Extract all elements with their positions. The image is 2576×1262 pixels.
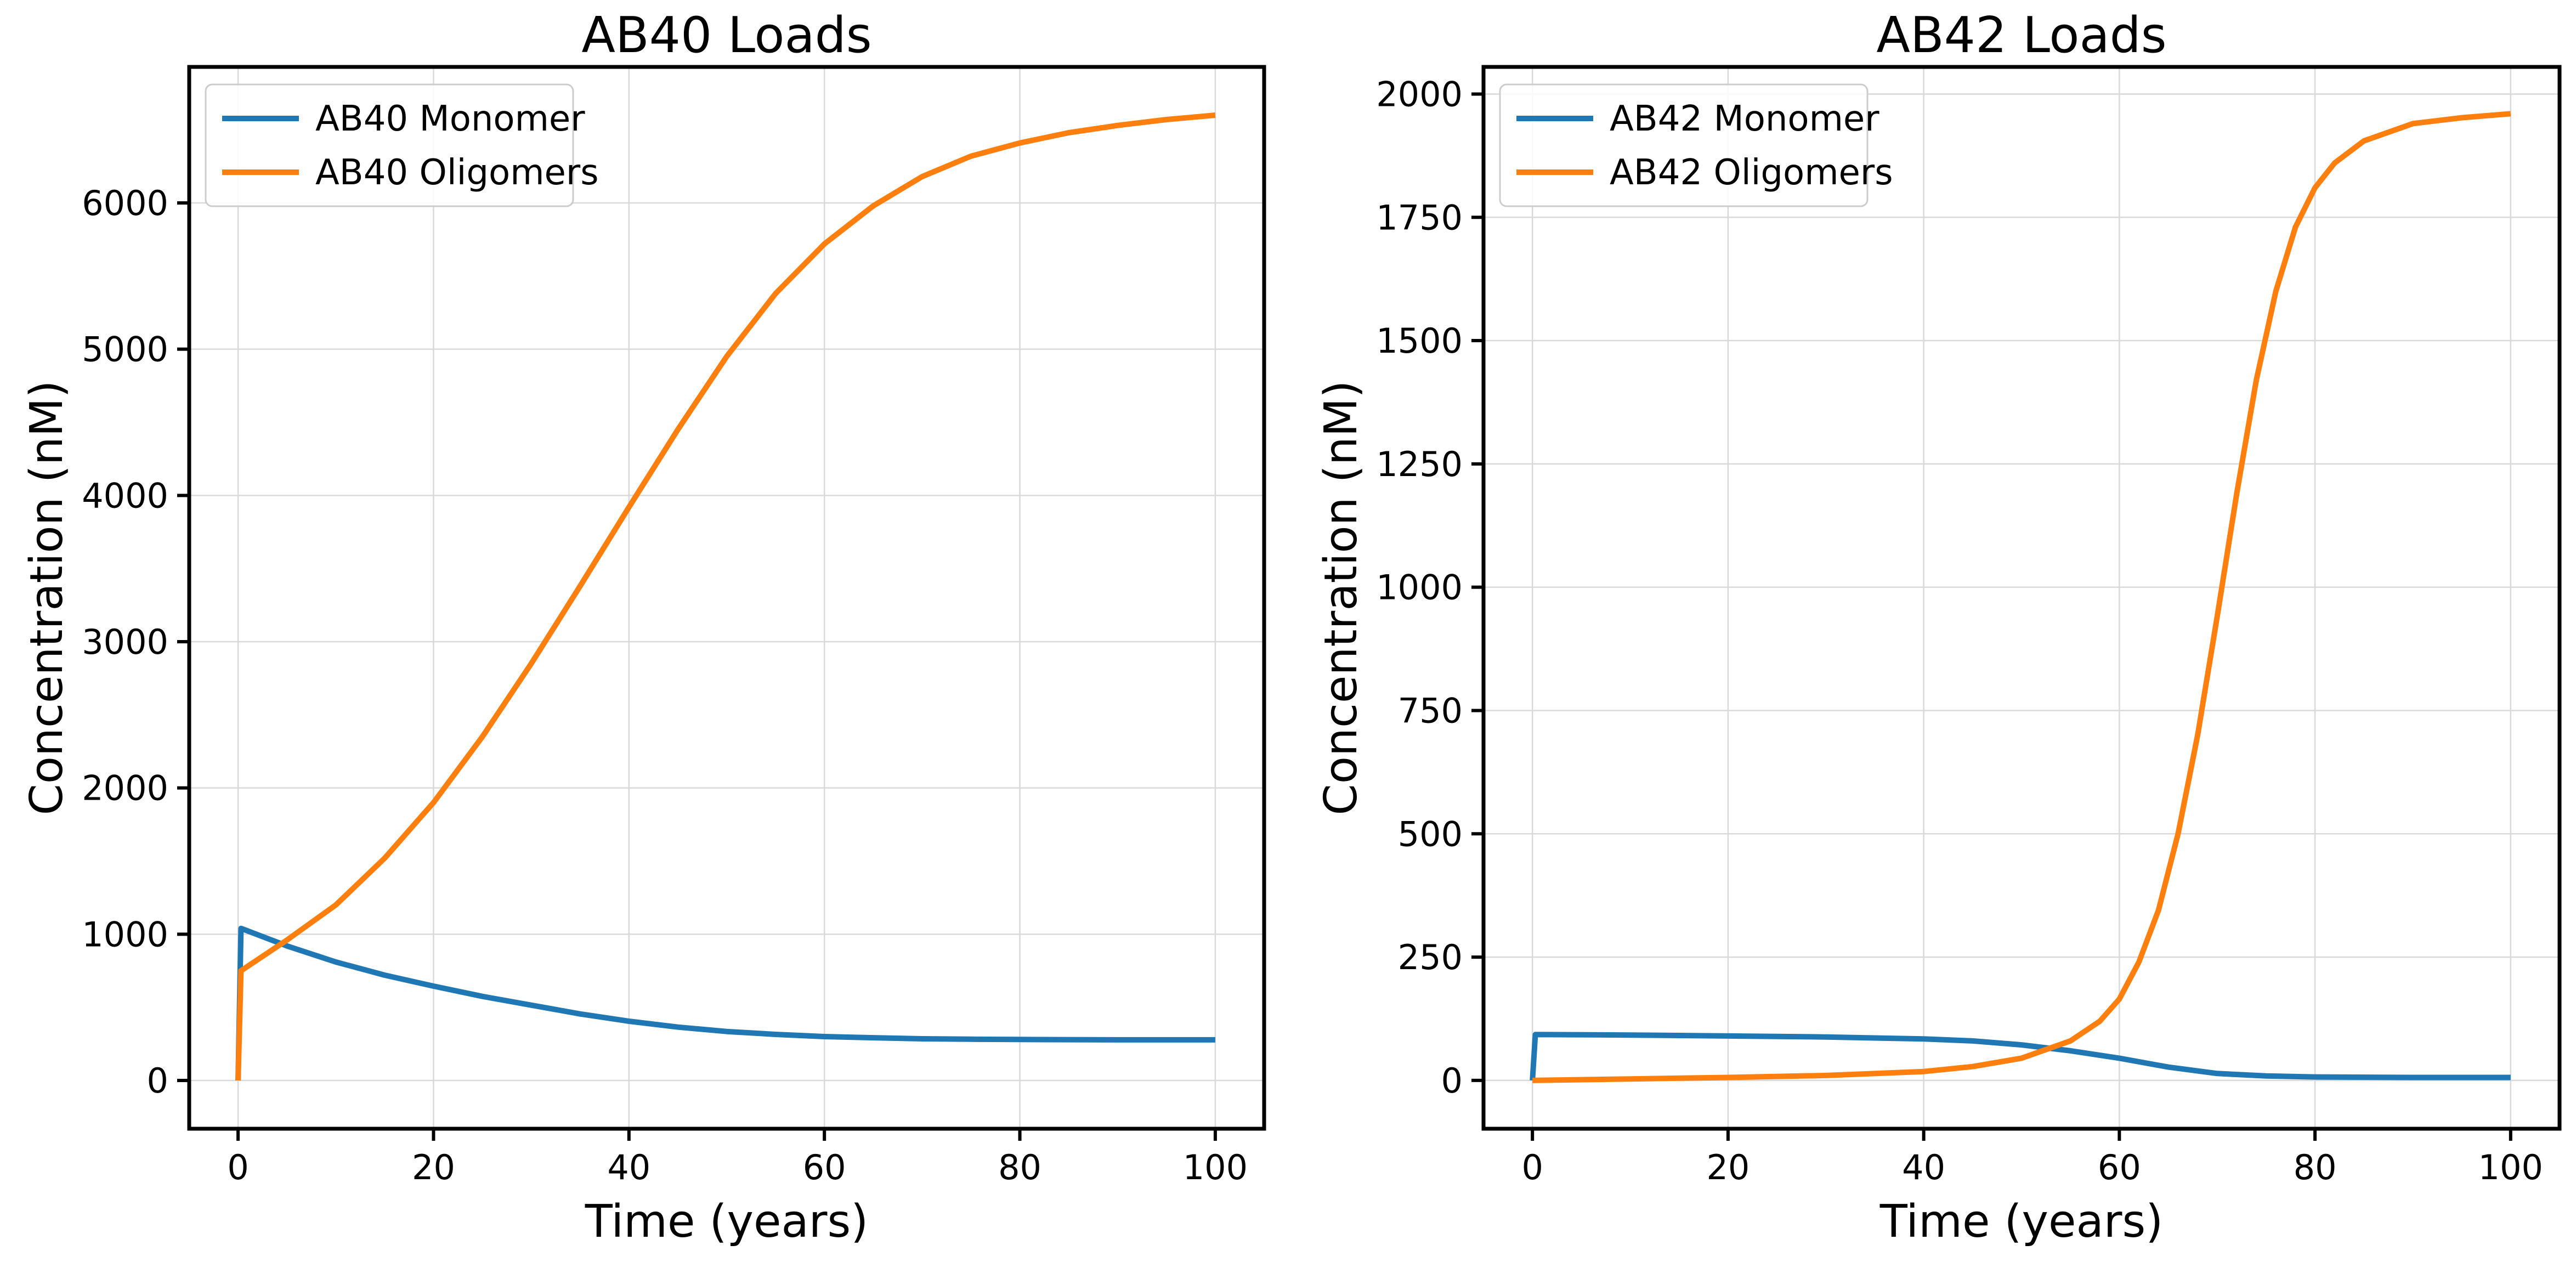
x-tick-label: 20 <box>412 1147 455 1187</box>
legend-label-oligomers: AB40 Oligomers <box>315 152 599 193</box>
y-tick-label: 750 <box>1398 691 1463 731</box>
legend-box <box>205 83 574 207</box>
y-tick-label: 3000 <box>82 622 168 662</box>
chart-title: AB42 Loads <box>1876 7 2166 64</box>
axes-frame <box>187 65 1266 1131</box>
x-tick-label: 40 <box>607 1147 650 1187</box>
x-tick-label: 60 <box>2098 1147 2141 1187</box>
x-ticks: 0 20 40 60 80 100 <box>1521 1129 2543 1187</box>
legend-label-monomer: AB42 Monomer <box>1610 99 1879 139</box>
y-tick-label: 6000 <box>82 183 168 223</box>
y-tick-label: 1250 <box>1376 444 1463 484</box>
y-tick-label: 1000 <box>1376 568 1463 608</box>
y-tick-label: 0 <box>1441 1061 1463 1101</box>
y-tick-label: 0 <box>147 1061 168 1101</box>
x-tick-label: 80 <box>2294 1147 2337 1187</box>
y-axis-label: Concentration (nM) <box>21 381 73 816</box>
series-line-oligomers <box>1532 111 2511 1083</box>
x-tick-label: 100 <box>1183 1147 1248 1187</box>
plot-series <box>235 112 1216 1081</box>
y-tick-label: 2000 <box>82 768 168 808</box>
y-tick-label: 4000 <box>82 476 168 516</box>
grid <box>189 67 1264 1129</box>
x-ticks: 0 20 40 60 80 100 <box>227 1129 1248 1187</box>
chart-panel-ab40: 0 20 40 60 80 100 0 1000 2000 3000 4000 5000 6000 A… <box>21 7 1266 1248</box>
y-tick-label: 500 <box>1398 814 1463 854</box>
series-line-oligomers <box>235 112 1216 1081</box>
y-tick-label: 2000 <box>1376 74 1463 114</box>
legend-box <box>1499 83 1869 207</box>
x-tick-label: 40 <box>1902 1147 1945 1187</box>
x-tick-label: 0 <box>227 1147 248 1187</box>
y-tick-label: 1500 <box>1376 321 1463 361</box>
y-ticks: 0 250 500 750 1000 1250 1500 1750 2000 <box>1376 74 1484 1101</box>
grid <box>1484 67 2560 1129</box>
legend-label-monomer: AB40 Monomer <box>315 99 585 139</box>
x-tick-label: 80 <box>998 1147 1041 1187</box>
x-axis-label: Time (years) <box>1879 1196 2163 1248</box>
x-tick-label: 20 <box>1706 1147 1750 1187</box>
chart-panel-ab42: 0 20 40 60 80 100 0 250 500 750 1000 1250 1500 1750 2… <box>1315 7 2562 1248</box>
legend: AB40 Monomer AB40 Oligomers <box>205 83 599 207</box>
axes-frame <box>1481 65 2562 1131</box>
x-tick-label: 100 <box>2478 1147 2543 1187</box>
y-tick-label: 5000 <box>82 330 168 370</box>
chart-title: AB40 Loads <box>581 7 871 64</box>
plot-series <box>1530 111 2511 1083</box>
legend-label-oligomers: AB42 Oligomers <box>1610 152 1893 193</box>
series-line-monomer <box>235 925 1215 1081</box>
y-tick-label: 250 <box>1398 937 1463 977</box>
x-tick-label: 60 <box>803 1147 846 1187</box>
y-axis-label: Concentration (nM) <box>1315 381 1367 816</box>
y-tick-label: 1750 <box>1376 197 1463 237</box>
x-axis-label: Time (years) <box>585 1196 868 1248</box>
x-tick-label: 0 <box>1521 1147 1543 1187</box>
legend: AB42 Monomer AB42 Oligomers <box>1499 83 1893 207</box>
y-tick-label: 1000 <box>82 914 168 954</box>
y-ticks: 0 1000 2000 3000 4000 5000 6000 <box>82 183 189 1101</box>
